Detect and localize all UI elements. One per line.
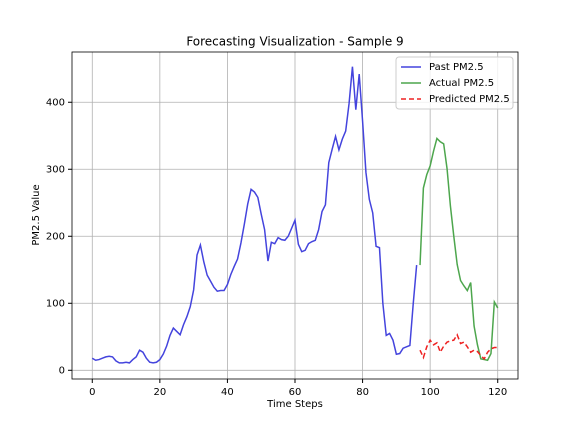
x-tick-label: 0: [89, 387, 95, 398]
series-line: [419, 136, 499, 362]
y-tick-label: 400: [46, 97, 65, 108]
x-tick-label: 60: [289, 387, 302, 398]
y-tick-label: 200: [46, 231, 65, 242]
legend-label: Actual PM2.5: [429, 78, 494, 89]
y-tick-label: 100: [46, 298, 65, 309]
x-tick-label: 100: [421, 387, 440, 398]
plot-frame: [71, 51, 519, 380]
series-line: [91, 66, 418, 364]
legend-box: [395, 56, 514, 110]
chart-title: Forecasting Visualization - Sample 9: [186, 35, 403, 49]
y-axis-label: PM2.5 Value: [31, 184, 42, 245]
y-tick-label: 300: [46, 164, 65, 175]
x-tick-label: 20: [153, 387, 166, 398]
legend-label: Past PM2.5: [429, 62, 484, 73]
y-tick-label: 0: [59, 365, 65, 376]
series-line: [419, 333, 498, 361]
x-tick-label: 80: [356, 387, 369, 398]
x-tick-label: 40: [221, 387, 234, 398]
x-tick-label: 120: [488, 387, 507, 398]
x-axis-label: Time Steps: [266, 399, 323, 410]
legend-label: Predicted PM2.5: [429, 94, 510, 105]
